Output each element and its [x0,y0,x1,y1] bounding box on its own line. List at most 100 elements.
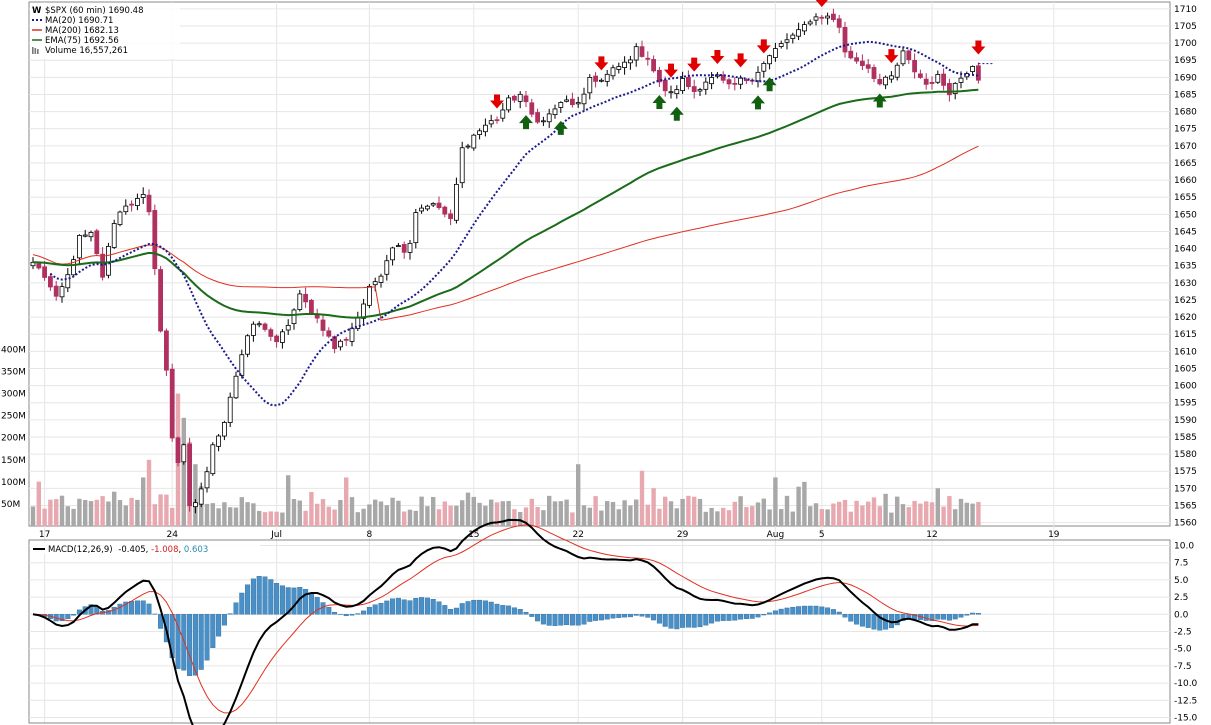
volume-tick-label: 300M [1,390,26,400]
price-tick-label: 1695 [1174,56,1197,66]
candle-body [239,354,245,376]
price-tick-label: 1690 [1174,73,1197,83]
volume-bar [494,502,500,526]
candle-body [77,235,82,259]
macd-hist-bar [970,612,976,615]
macd-tick-label: -2.5 [1174,628,1192,638]
macd-hist-bar [871,614,877,630]
volume-bar [471,496,476,526]
volume-bar [848,511,853,526]
ma20-line [49,40,979,407]
volume-bar [825,509,830,526]
macd-hist-bar [413,598,419,615]
svg-text:MACD(12,26,9) -0.405,: MACD(12,26,9) -0.405, -1.008, 0.603 [48,545,208,555]
candle-body [807,21,813,25]
candle-body [163,330,169,371]
volume-bar [309,491,314,526]
candle-body [773,48,778,58]
macd-hist-bar [674,614,680,630]
candle-body [894,64,900,78]
volume-bar [767,509,772,526]
macd-tick-label: -10.0 [1174,679,1198,689]
candle-body [732,82,738,85]
macd-tick-label: -12.5 [1174,696,1197,706]
price-tick-label: 1615 [1174,330,1197,340]
candle-body [59,286,65,298]
macd-hist-bar [535,614,541,622]
sell-arrow-icon [815,0,828,7]
volume-bar [83,500,88,526]
volume-bar [871,497,877,526]
macd-hist-bar [784,607,790,615]
volume-bar [361,508,366,526]
macd-hist-bar [175,614,181,669]
candle-body [326,330,332,337]
volume-bar [947,496,952,526]
volume-bar [639,470,645,526]
candle-body [506,97,512,111]
volume-bar [204,503,210,526]
macd-hist-bar [952,614,958,620]
volume-bar [895,496,900,526]
price-tick-label: 1625 [1174,296,1197,306]
sell-arrow-icon [490,94,504,109]
macd-hist-bar [158,614,164,629]
candle-body [831,13,836,20]
macd-hist-bar [129,600,135,615]
macd-hist-bar [517,609,523,615]
price-tick-label: 1635 [1174,262,1197,272]
volume-bar [813,503,819,526]
candle-body [349,327,355,342]
macd-hist-bar [662,614,668,627]
volume-bar [709,507,714,526]
macd-hist-bar [836,611,842,615]
macd-legend: MACD(12,26,9) -0.405, -1.008, 0.603 [30,541,260,555]
volume-bar [500,501,505,526]
macd-hist-bar [465,601,471,615]
candle-body [796,29,801,37]
candle-body [198,488,204,505]
macd-hist-bar [274,583,280,615]
price-tick-label: 1600 [1174,382,1197,392]
candle-body [82,234,88,237]
candles [30,8,981,514]
volume-bar [877,506,882,526]
candle-body [842,27,848,53]
candle-body [668,91,674,94]
macd-hist-bar [593,614,599,621]
volume-bar [59,495,65,526]
sell-arrow-icon [594,56,609,71]
candle-body [802,24,807,32]
volume-bar [286,475,291,526]
candle-body [941,73,946,86]
macd-hist-bar [761,614,767,616]
volume-bar [448,505,453,526]
macd-hist-bar [268,579,274,615]
candle-body [419,207,425,212]
candle-body [581,93,587,105]
price-tick-label: 1610 [1174,347,1197,357]
volume-bar [976,501,981,526]
macd-hist-bar [975,613,981,615]
macd-hist-bar [946,614,952,621]
signal-arrows [490,0,993,135]
candle-body [784,39,790,43]
candle-body [216,435,222,447]
price-tick-label: 1595 [1174,399,1197,409]
candle-body [564,99,569,102]
candle-body [175,437,181,463]
volume-bar [112,491,117,526]
volume-bar [645,504,650,526]
candle-body [430,203,436,206]
macd-hist-bar [250,578,256,615]
volume-bar [355,512,360,526]
macd-hist-bar [320,602,326,615]
volume-bar [605,501,610,526]
macd-hist-bar [813,605,819,615]
macd-hist-bar [245,584,251,615]
macd-hist-bar [749,614,755,619]
volume-bar [407,509,413,526]
volume-bar [477,502,482,526]
volume-bar [860,505,865,526]
